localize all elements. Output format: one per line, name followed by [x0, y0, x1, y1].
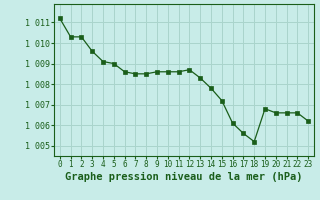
X-axis label: Graphe pression niveau de la mer (hPa): Graphe pression niveau de la mer (hPa)	[65, 172, 303, 182]
